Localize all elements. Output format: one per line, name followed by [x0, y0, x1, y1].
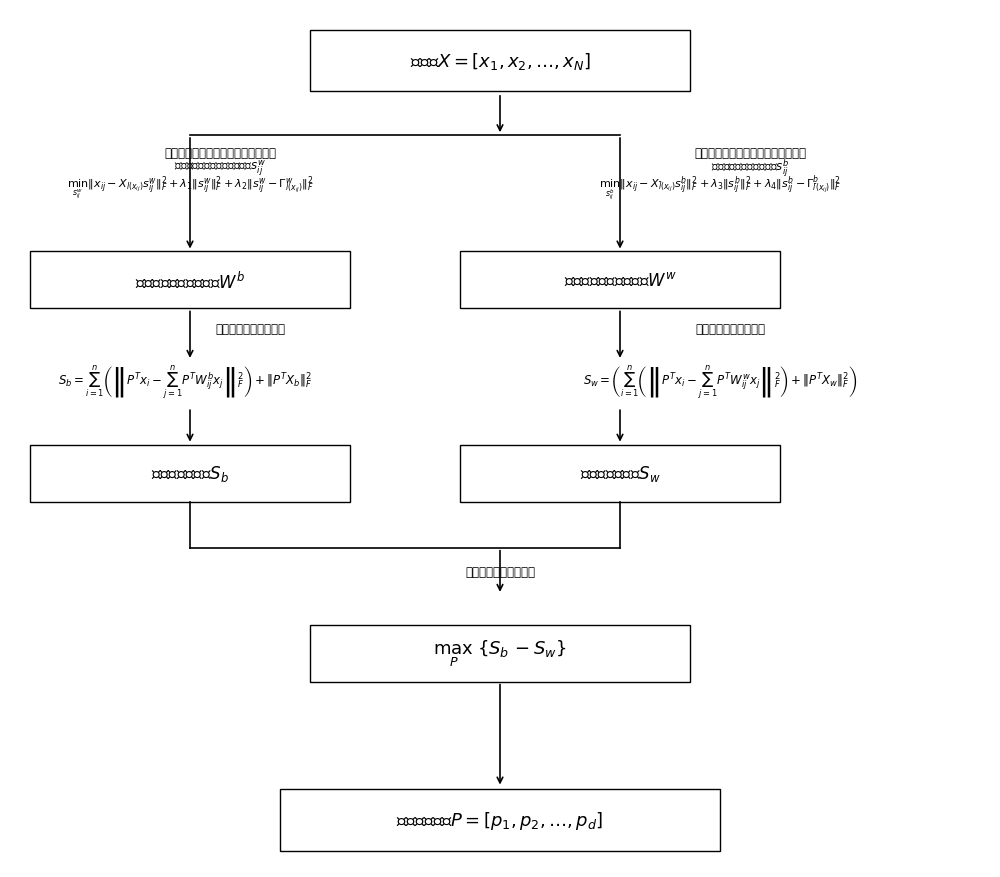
FancyBboxPatch shape [280, 789, 720, 851]
Text: $\max_{P}\;\{S_b - S_w\}$: $\max_{P}\;\{S_b - S_w\}$ [433, 638, 567, 668]
Text: 定义低维投影目标函数: 定义低维投影目标函数 [465, 566, 535, 578]
Text: 定义低维空间类间散度: 定义低维空间类间散度 [215, 323, 285, 335]
FancyBboxPatch shape [310, 624, 690, 682]
Text: 稀疏重构，计算类内表示系数$s_{ij}^{w}$: 稀疏重构，计算类内表示系数$s_{ij}^{w}$ [174, 159, 266, 178]
Text: 构建类间重构关系矩阵$W^w$: 构建类间重构关系矩阵$W^w$ [564, 272, 676, 289]
Text: 最小化类内散度$S_w$: 最小化类内散度$S_w$ [580, 464, 660, 483]
Text: $S_w=\left(\sum_{i=1}^{n}\left(\left\|P^Tx_i-\sum_{j=1}^{n}P^TW_{ij}^wx_j\right\: $S_w=\left(\sum_{i=1}^{n}\left(\left\|P^… [583, 363, 857, 400]
Text: 得到投影矩阵$P=\left[p_1,p_2,\ldots,p_d\right]$: 得到投影矩阵$P=\left[p_1,p_2,\ldots,p_d\right]… [396, 809, 604, 831]
FancyBboxPatch shape [30, 252, 350, 309]
FancyBboxPatch shape [460, 252, 780, 309]
FancyBboxPatch shape [460, 445, 780, 502]
FancyBboxPatch shape [310, 31, 690, 92]
Text: 对任一样本，用相同类别的其他样本: 对任一样本，用相同类别的其他样本 [164, 147, 276, 160]
Text: $S_b=\sum_{i=1}^{n}\left(\left\|P^Tx_i-\sum_{j=1}^{n}P^TW_{ij}^bx_j\right\|_F^2\: $S_b=\sum_{i=1}^{n}\left(\left\|P^Tx_i-\… [58, 363, 312, 400]
Text: 重构，计算类间表示系数$s_{ij}^{b}$: 重构，计算类间表示系数$s_{ij}^{b}$ [711, 158, 789, 179]
FancyBboxPatch shape [30, 445, 350, 502]
Text: 最大化类间散度$S_b$: 最大化类间散度$S_b$ [151, 464, 229, 483]
Text: $\min_{s_{ij}^b}\|x_{ij}-X_{\bar{l}(x_{ij})}s_{ij}^b\|_F^2+\lambda_3\|s_{ij}^b\|: $\min_{s_{ij}^b}\|x_{ij}-X_{\bar{l}(x_{i… [599, 173, 841, 203]
Text: 构建类内重构关系矩阵$W^b$: 构建类内重构关系矩阵$W^b$ [135, 270, 245, 291]
Text: $\min_{s_{ij}^w}\|x_{ij}-X_{l(x_{ij})}s_{ij}^w\|_F^2+\lambda_1\|s_{ij}^w\|_F^2+\: $\min_{s_{ij}^w}\|x_{ij}-X_{l(x_{ij})}s_… [67, 174, 313, 202]
Text: 定义低维空间类内散度: 定义低维空间类内散度 [695, 323, 765, 335]
Text: 样本集$X=\left[x_1,x_2,\ldots,x_N\right]$: 样本集$X=\left[x_1,x_2,\ldots,x_N\right]$ [410, 51, 590, 72]
Text: 对任一样本，用不同类别的样本稀疏: 对任一样本，用不同类别的样本稀疏 [694, 147, 806, 160]
